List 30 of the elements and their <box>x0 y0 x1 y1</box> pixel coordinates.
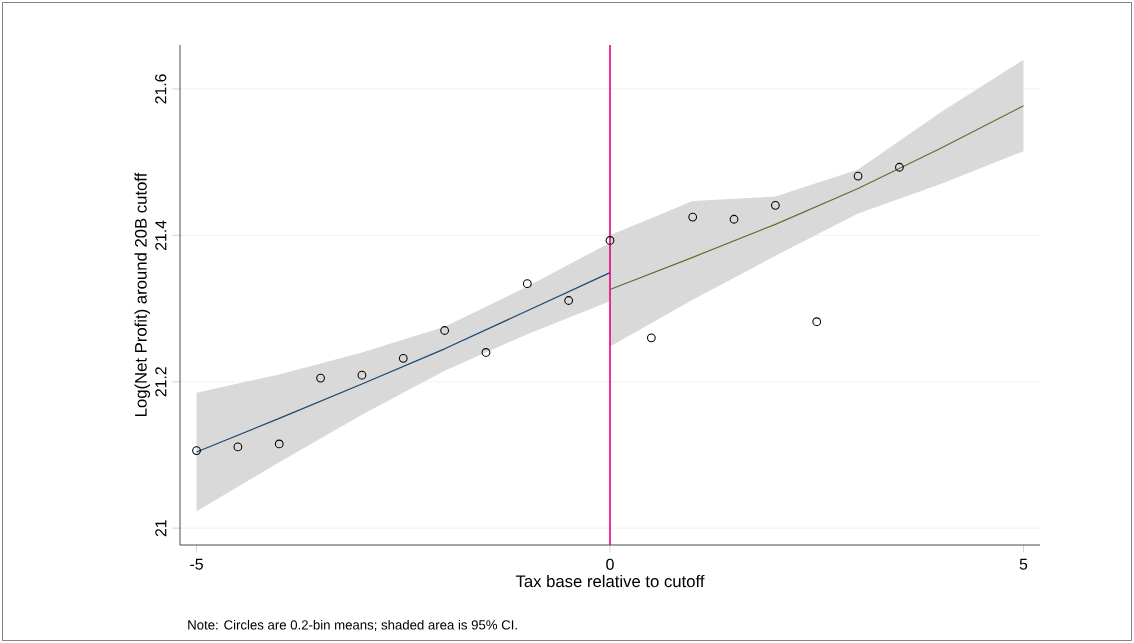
point <box>440 326 450 335</box>
point <box>853 171 863 181</box>
point <box>688 212 698 222</box>
x-axis-title: Tax base relative to cutoff <box>515 574 705 588</box>
x-tick-label: -5 <box>190 558 203 570</box>
y-tick-label: 21 <box>155 520 167 537</box>
point <box>233 442 243 452</box>
point <box>812 317 822 327</box>
point <box>605 236 615 245</box>
y-tick-label: 21.2 <box>155 367 167 397</box>
point <box>192 446 201 455</box>
point <box>522 279 532 289</box>
text: Note: Circles are 0.2-bin means; shaded area is 95% CI. <box>188 619 517 632</box>
y-tick-label: 21.6 <box>155 74 167 104</box>
y-axis-title: Log(Net Profit) around 20B cutoff <box>134 172 151 416</box>
point <box>398 353 408 363</box>
y-tick-label: 21.4 <box>155 220 167 250</box>
line-series <box>195 272 611 453</box>
point <box>481 348 491 357</box>
point <box>564 296 574 305</box>
point <box>357 370 367 380</box>
point <box>729 214 739 224</box>
x-tick-label: 0 <box>606 558 614 570</box>
line-series <box>609 105 1025 291</box>
point <box>274 439 284 449</box>
point <box>770 200 780 210</box>
x-tick-label: 5 <box>1019 558 1028 570</box>
point <box>895 162 904 172</box>
point <box>316 373 325 383</box>
point <box>646 333 656 343</box>
